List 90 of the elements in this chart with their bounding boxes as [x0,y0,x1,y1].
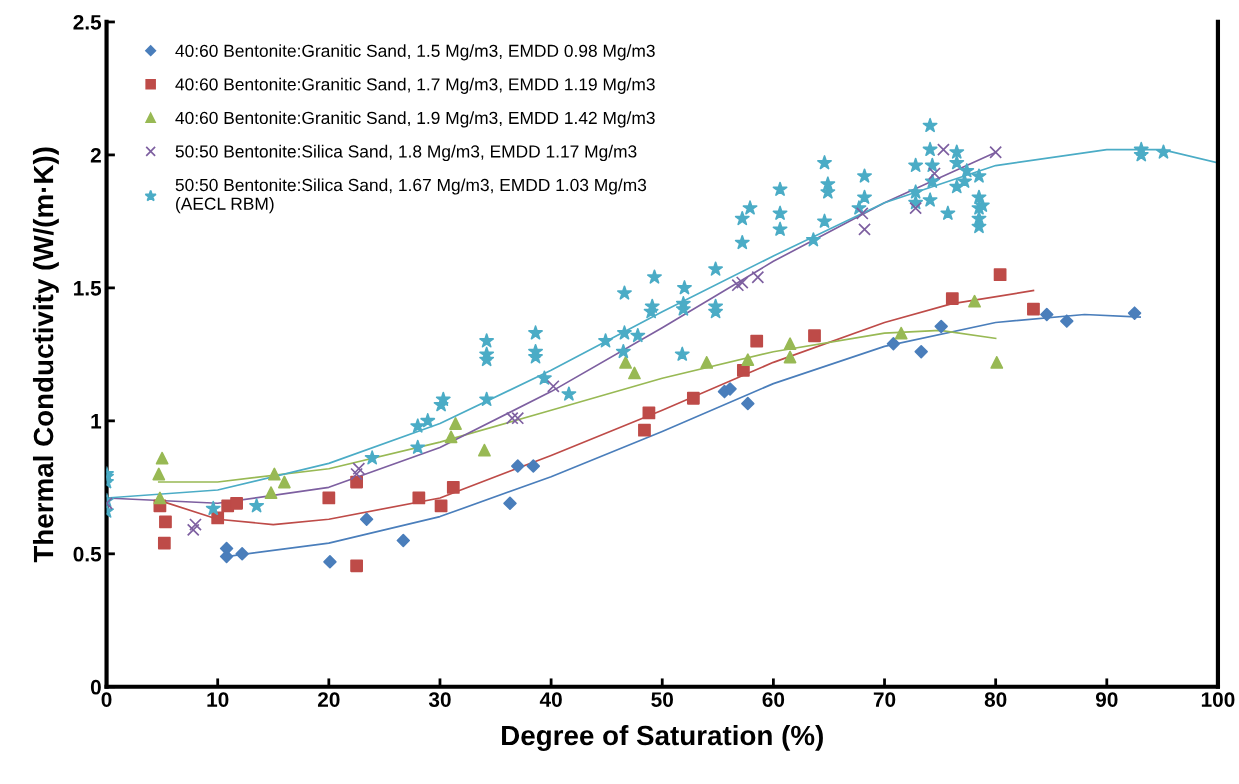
x-tick-label: 50 [651,692,673,707]
point [277,475,291,489]
legend-label: 40:60 Bentonite:Granitic Sand, 1.5 Mg/m3, EMDD 0.98 Mg/m3 [175,44,655,61]
x-tick-label: 10 [207,692,229,707]
y-tick-label: 1.5 [74,281,102,296]
y-tick-label: 0 [90,679,101,695]
point [350,559,364,573]
point [945,292,959,305]
point [993,268,1007,281]
x-tick-label: 40 [539,692,562,707]
x-tick-label: 70 [873,692,896,707]
legend-label: 50:50 Bentonite:Silica Sand, 1.8 Mg/m3, EMDD 1.17 Mg/m3 [175,144,637,162]
point [511,459,525,473]
point [937,143,950,156]
point [968,294,981,308]
point [642,406,656,420]
point [396,533,411,548]
point [359,512,374,526]
point [1027,302,1040,316]
point [505,411,519,425]
point [546,379,560,393]
point [751,270,765,284]
y-tick-label: 0.5 [73,546,102,562]
point [412,491,426,505]
point [894,326,908,340]
point [989,145,1003,159]
x-tick-label: 80 [984,692,1007,707]
y-tick-label: 2 [90,147,101,163]
point [934,319,948,334]
legend-label: 40:60 Bentonite:Granitic Sand, 1.9 Mg/m3, EMDD 1.42 Mg/m3 [175,111,655,128]
point [990,355,1004,369]
point [322,491,336,505]
point [619,355,632,369]
point [628,366,641,380]
point [741,353,755,367]
point [434,499,448,513]
legend-label: 50:50 Bentonite:Silica Sand, 1.67 Mg/m3, EMDD 1.03 Mg/m3 (AECL RBM) [175,178,647,214]
point [783,337,797,351]
point [444,430,458,444]
point [503,496,517,511]
point [886,337,901,351]
x-tick-label: 0 [101,692,112,707]
point [526,459,541,473]
point [189,518,202,531]
point [1040,307,1054,322]
point [741,396,755,411]
point [735,276,749,289]
point [449,417,462,430]
x-tick-label: 30 [428,692,451,707]
y-tick-label: 2.5 [73,14,102,30]
x-tick-label: 20 [317,692,340,707]
x-tick-label: 100 [1201,692,1235,707]
point [157,536,171,550]
point [928,167,941,180]
x-tick-label: 90 [1095,692,1118,707]
point [352,462,366,476]
x-axis-title: Degree of Saturation (%) [502,724,823,751]
point [858,222,871,236]
point [153,491,167,505]
point [1127,306,1142,320]
legend-label: 40:60 Bentonite:Granitic Sand, 1.7 Mg/m3, EMDD 1.19 Mg/m3 [175,77,655,94]
point [914,344,928,359]
point [700,355,714,369]
point [511,411,525,425]
y-axis-title: Thermal Conductivity (W/(m·K)) [32,147,59,563]
y-tick-label: 1 [91,414,102,429]
point [230,496,243,510]
point [478,443,491,457]
point [159,515,172,529]
point [783,350,797,364]
point [909,201,923,215]
point [152,467,166,481]
point [323,555,337,569]
point [855,207,869,220]
point [736,363,750,377]
point [186,523,200,537]
point [267,467,281,481]
point [1060,314,1074,328]
point [264,486,278,500]
point [750,334,764,348]
point [235,547,249,561]
point [446,480,460,494]
point [211,511,225,525]
point [731,278,745,292]
x-tick-label: 60 [762,692,785,707]
point [808,329,821,343]
point [686,391,700,405]
point [638,423,651,437]
point [350,467,364,481]
point [155,451,169,465]
